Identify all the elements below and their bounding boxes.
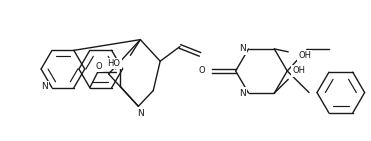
Text: O: O <box>198 67 205 75</box>
Text: O: O <box>95 62 102 71</box>
Text: N: N <box>239 44 246 53</box>
Text: HO: HO <box>108 59 121 68</box>
Text: N: N <box>41 82 48 91</box>
Text: N: N <box>239 89 246 98</box>
Text: OH: OH <box>298 51 311 60</box>
Text: N: N <box>137 109 144 118</box>
Text: OH: OH <box>292 66 305 75</box>
